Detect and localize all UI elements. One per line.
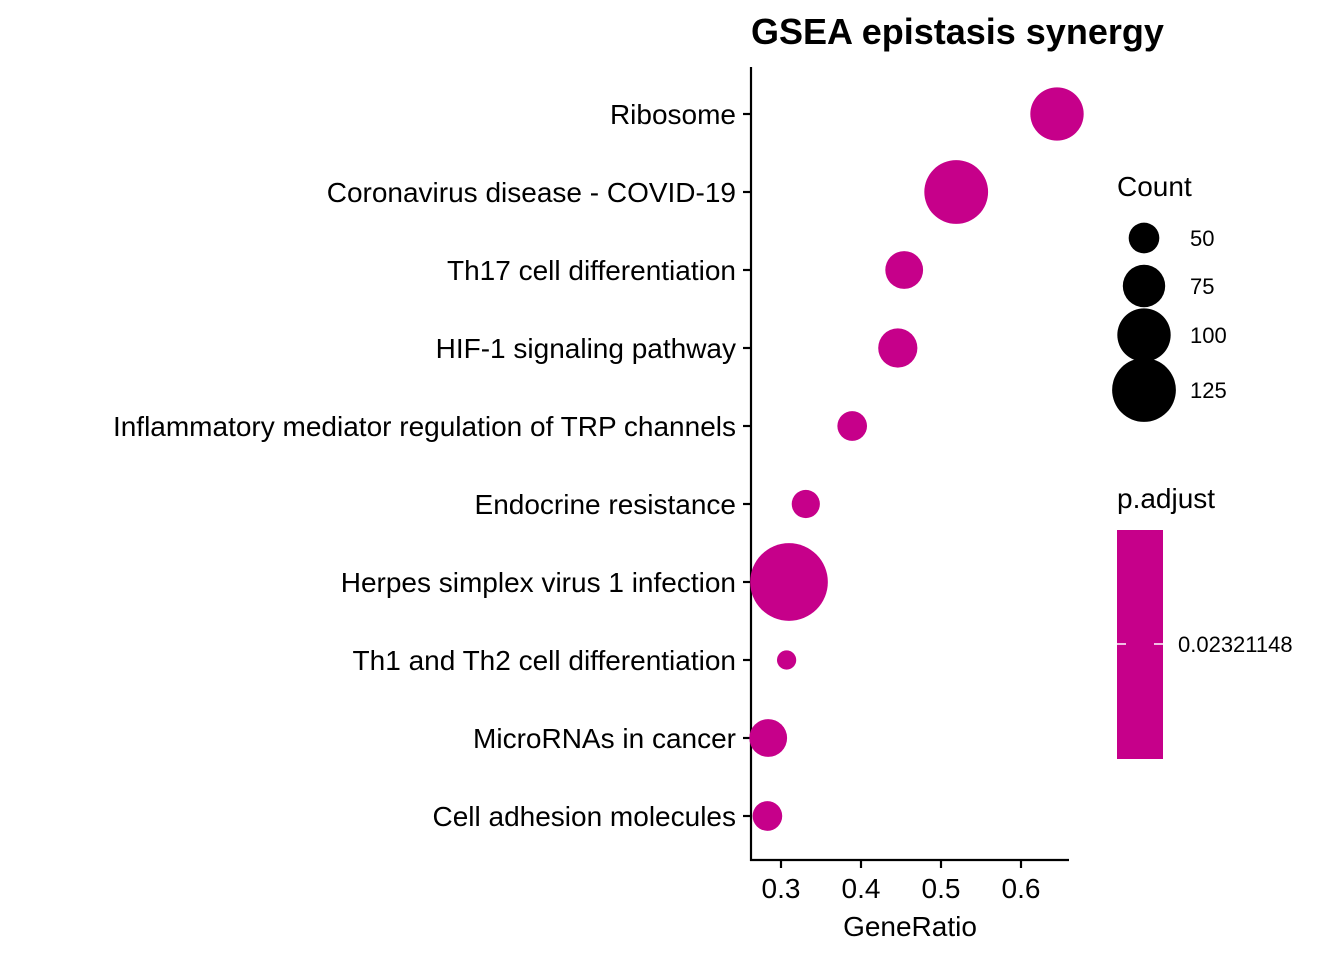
y-tick-label: Th1 and Th2 cell differentiation bbox=[353, 645, 736, 676]
count-legend-label: 50 bbox=[1190, 226, 1214, 251]
y-tick-label: Ribosome bbox=[610, 99, 736, 130]
y-tick-label: Cell adhesion molecules bbox=[432, 801, 736, 832]
y-tick-label: Th17 cell differentiation bbox=[447, 255, 736, 286]
data-point bbox=[750, 543, 828, 621]
y-tick-label: HIF-1 signaling pathway bbox=[436, 333, 736, 364]
data-point bbox=[878, 328, 918, 368]
count-legend-label: 75 bbox=[1190, 274, 1214, 299]
count-legend-label: 100 bbox=[1190, 323, 1227, 348]
y-axis-ticks bbox=[743, 112, 751, 818]
x-axis-title: GeneRatio bbox=[843, 911, 977, 942]
padjust-legend: p.adjust 0.02321148 bbox=[1117, 483, 1293, 759]
y-axis-labels: Ribosome Coronavirus disease - COVID-19 Th… bbox=[113, 99, 736, 832]
chart-title: GSEA epistasis synergy bbox=[751, 11, 1164, 52]
data-point bbox=[776, 650, 797, 670]
y-tick-label: MicroRNAs in cancer bbox=[473, 723, 736, 754]
y-tick-label: Endocrine resistance bbox=[475, 489, 736, 520]
count-legend-items: 50 75 100 125 bbox=[1112, 222, 1227, 422]
x-tick-label: 0.3 bbox=[762, 873, 801, 904]
padjust-legend-title: p.adjust bbox=[1117, 483, 1215, 514]
plot-panel: Ribosome Coronavirus disease - COVID-19 Th… bbox=[113, 67, 1084, 904]
x-tick-label: 0.6 bbox=[1002, 873, 1041, 904]
data-point bbox=[885, 251, 924, 289]
count-legend-key bbox=[1122, 264, 1166, 308]
data-points bbox=[749, 87, 1084, 831]
y-tick-label: Coronavirus disease - COVID-19 bbox=[327, 177, 736, 208]
count-legend-label: 125 bbox=[1190, 378, 1227, 403]
data-point bbox=[752, 801, 783, 831]
count-legend: Count 50 75 100 125 bbox=[1112, 171, 1227, 422]
x-tick-label: 0.5 bbox=[922, 873, 961, 904]
count-legend-key bbox=[1117, 308, 1171, 362]
count-legend-title: Count bbox=[1117, 171, 1192, 202]
count-legend-key bbox=[1128, 222, 1160, 254]
data-point bbox=[791, 489, 820, 519]
data-point bbox=[1030, 87, 1084, 141]
x-axis-labels: 0.3 0.4 0.5 0.6 bbox=[762, 873, 1041, 904]
data-point bbox=[837, 411, 868, 441]
x-axis-ticks bbox=[779, 860, 1023, 868]
count-legend-key bbox=[1112, 358, 1176, 422]
y-tick-label: Inflammatory mediator regulation of TRP … bbox=[113, 411, 736, 442]
data-point bbox=[749, 719, 788, 757]
y-tick-label: Herpes simplex virus 1 infection bbox=[341, 567, 736, 598]
x-tick-label: 0.4 bbox=[842, 873, 881, 904]
padjust-legend-label: 0.02321148 bbox=[1178, 632, 1293, 657]
data-point bbox=[924, 160, 989, 224]
